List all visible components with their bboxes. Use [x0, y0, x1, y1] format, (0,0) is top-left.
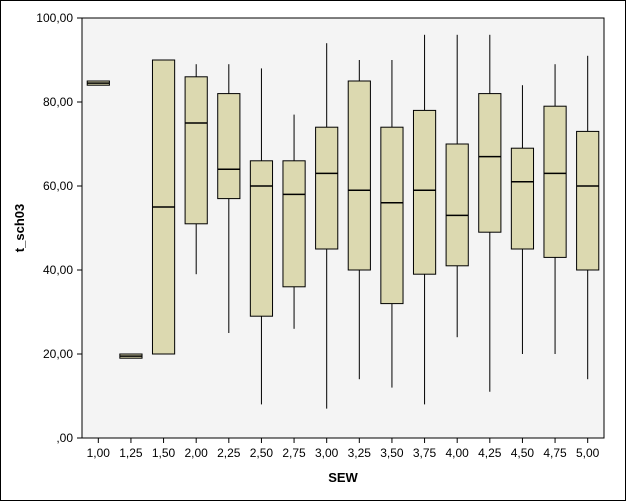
- box: [446, 144, 468, 266]
- x-axis-label: SEW: [328, 470, 358, 485]
- box: [479, 94, 501, 233]
- x-tick-label: 2,75: [282, 446, 306, 460]
- x-tick-label: 1,00: [87, 446, 111, 460]
- box: [544, 106, 566, 257]
- x-tick-label: 5,00: [576, 446, 600, 460]
- boxplot-chart: ,00 20,00 40,00 60,00 80,00 100,00 1,00 1,25 1,5…: [0, 0, 626, 501]
- x-tick-label: 4,75: [543, 446, 567, 460]
- y-tick-label: 40,00: [43, 263, 73, 277]
- x-tick-label: 2,00: [185, 446, 209, 460]
- box: [577, 131, 599, 270]
- box: [381, 127, 403, 303]
- box: [185, 77, 207, 224]
- x-tick-label: 3,75: [413, 446, 437, 460]
- x-tick-label: 4,00: [446, 446, 470, 460]
- x-tick-label: 3,50: [380, 446, 404, 460]
- x-tick-label: 3,25: [348, 446, 372, 460]
- box: [316, 127, 338, 249]
- chart-svg: ,00 20,00 40,00 60,00 80,00 100,00 1,00 1,25 1,5…: [0, 0, 626, 501]
- x-tick-label: 2,50: [250, 446, 274, 460]
- y-tick-label: 80,00: [43, 95, 73, 109]
- x-tick-label: 2,25: [217, 446, 241, 460]
- box: [348, 81, 370, 270]
- box: [511, 148, 533, 249]
- box: [413, 110, 435, 274]
- x-tick-label: 1,50: [152, 446, 176, 460]
- x-tick-label: 4,50: [511, 446, 535, 460]
- y-tick-label: 60,00: [43, 179, 73, 193]
- y-axis-label: t_sch03: [12, 204, 27, 252]
- y-tick-label: 100,00: [36, 11, 73, 25]
- x-tick-label: 3,00: [315, 446, 339, 460]
- y-tick-label: 20,00: [43, 347, 73, 361]
- y-tick-label: ,00: [56, 431, 73, 445]
- x-tick-label: 4,25: [478, 446, 502, 460]
- box: [218, 94, 240, 199]
- box: [250, 161, 272, 316]
- box: [283, 161, 305, 287]
- x-tick-label: 1,25: [119, 446, 143, 460]
